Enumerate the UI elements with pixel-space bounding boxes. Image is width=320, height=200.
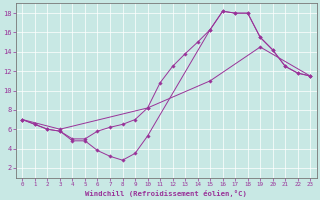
X-axis label: Windchill (Refroidissement éolien,°C): Windchill (Refroidissement éolien,°C) [85,190,247,197]
